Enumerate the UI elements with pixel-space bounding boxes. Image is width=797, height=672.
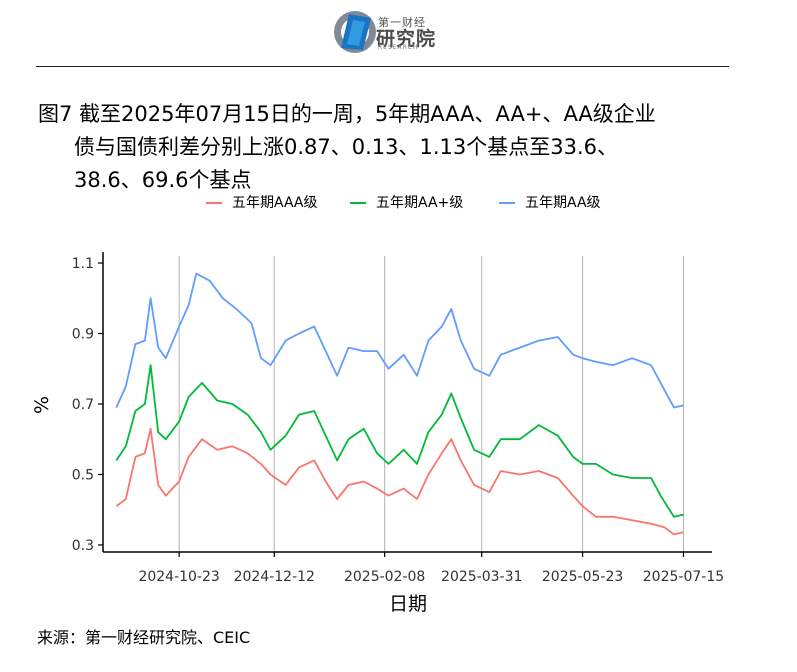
series-line-1 — [115, 364, 684, 518]
legend-label-aaa: 五年期AAA级 — [232, 195, 318, 211]
y-tick-label-3: 0.9 — [72, 327, 94, 343]
source-note: 来源：第一财经研究院、CEIC — [37, 628, 251, 647]
series-lines — [115, 272, 684, 536]
chart-legend: 五年期AAA级 五年期AA+级 五年期AA级 — [0, 192, 797, 214]
legend-item-aa-plus: 五年期AA+级 — [350, 192, 463, 212]
y-tick-label-4: 1.1 — [72, 256, 94, 272]
legend-item-aaa: 五年期AAA级 — [206, 192, 318, 212]
logo-mark — [334, 11, 376, 53]
x-tick-label-1: 2024-12-12 — [234, 569, 315, 585]
legend-swatch-aaa — [206, 202, 222, 204]
title-line-3: 38.6、69.6个基点 — [74, 168, 252, 192]
x-axis-label: 日期 — [389, 593, 427, 615]
x-tick-label-4: 2025-05-23 — [542, 569, 623, 585]
header-divider — [36, 66, 729, 67]
legend-swatch-aa — [499, 202, 515, 204]
logo-main-text: 研究院 — [376, 28, 437, 50]
series-line-0 — [115, 427, 684, 536]
y-tick-label-2: 0.7 — [72, 397, 94, 413]
figure-title: 图7 截至2025年07月15日的一周，5年期AAA、AA+、AA级企业 债与国… — [38, 98, 728, 197]
axes: 0.3 0.5 0.7 0.9 1.1 2024-10-23 2024-12-12 2025-… — [72, 252, 724, 585]
y-tick-label-1: 0.5 — [72, 467, 94, 483]
title-line-1: 图7 截至2025年07月15日的一周，5年期AAA、AA+、AA级企业 — [38, 102, 656, 126]
legend-swatch-aa-plus — [350, 202, 366, 204]
grid-lines — [178, 256, 684, 552]
x-tick-label-5: 2025-07-15 — [643, 569, 724, 585]
legend-item-aa: 五年期AA级 — [499, 192, 601, 212]
x-tick-label-0: 2024-10-23 — [138, 569, 219, 585]
legend-label-aa-plus: 五年期AA+级 — [376, 195, 464, 211]
title-line-2: 债与国债利差分别上涨0.87、0.13、1.13个基点至33.6、 — [74, 135, 619, 159]
y-tick-label-0: 0.3 — [72, 538, 94, 554]
y-axis-label: % — [31, 396, 53, 414]
logo-english-text: RESEARCH — [378, 44, 419, 51]
legend-label-aa: 五年期AA级 — [525, 195, 601, 211]
x-tick-label-2: 2025-02-08 — [344, 569, 425, 585]
x-tick-label-3: 2025-03-31 — [441, 569, 522, 585]
series-line-2 — [115, 272, 684, 409]
logo-small-text: 第一财经 — [378, 16, 426, 29]
